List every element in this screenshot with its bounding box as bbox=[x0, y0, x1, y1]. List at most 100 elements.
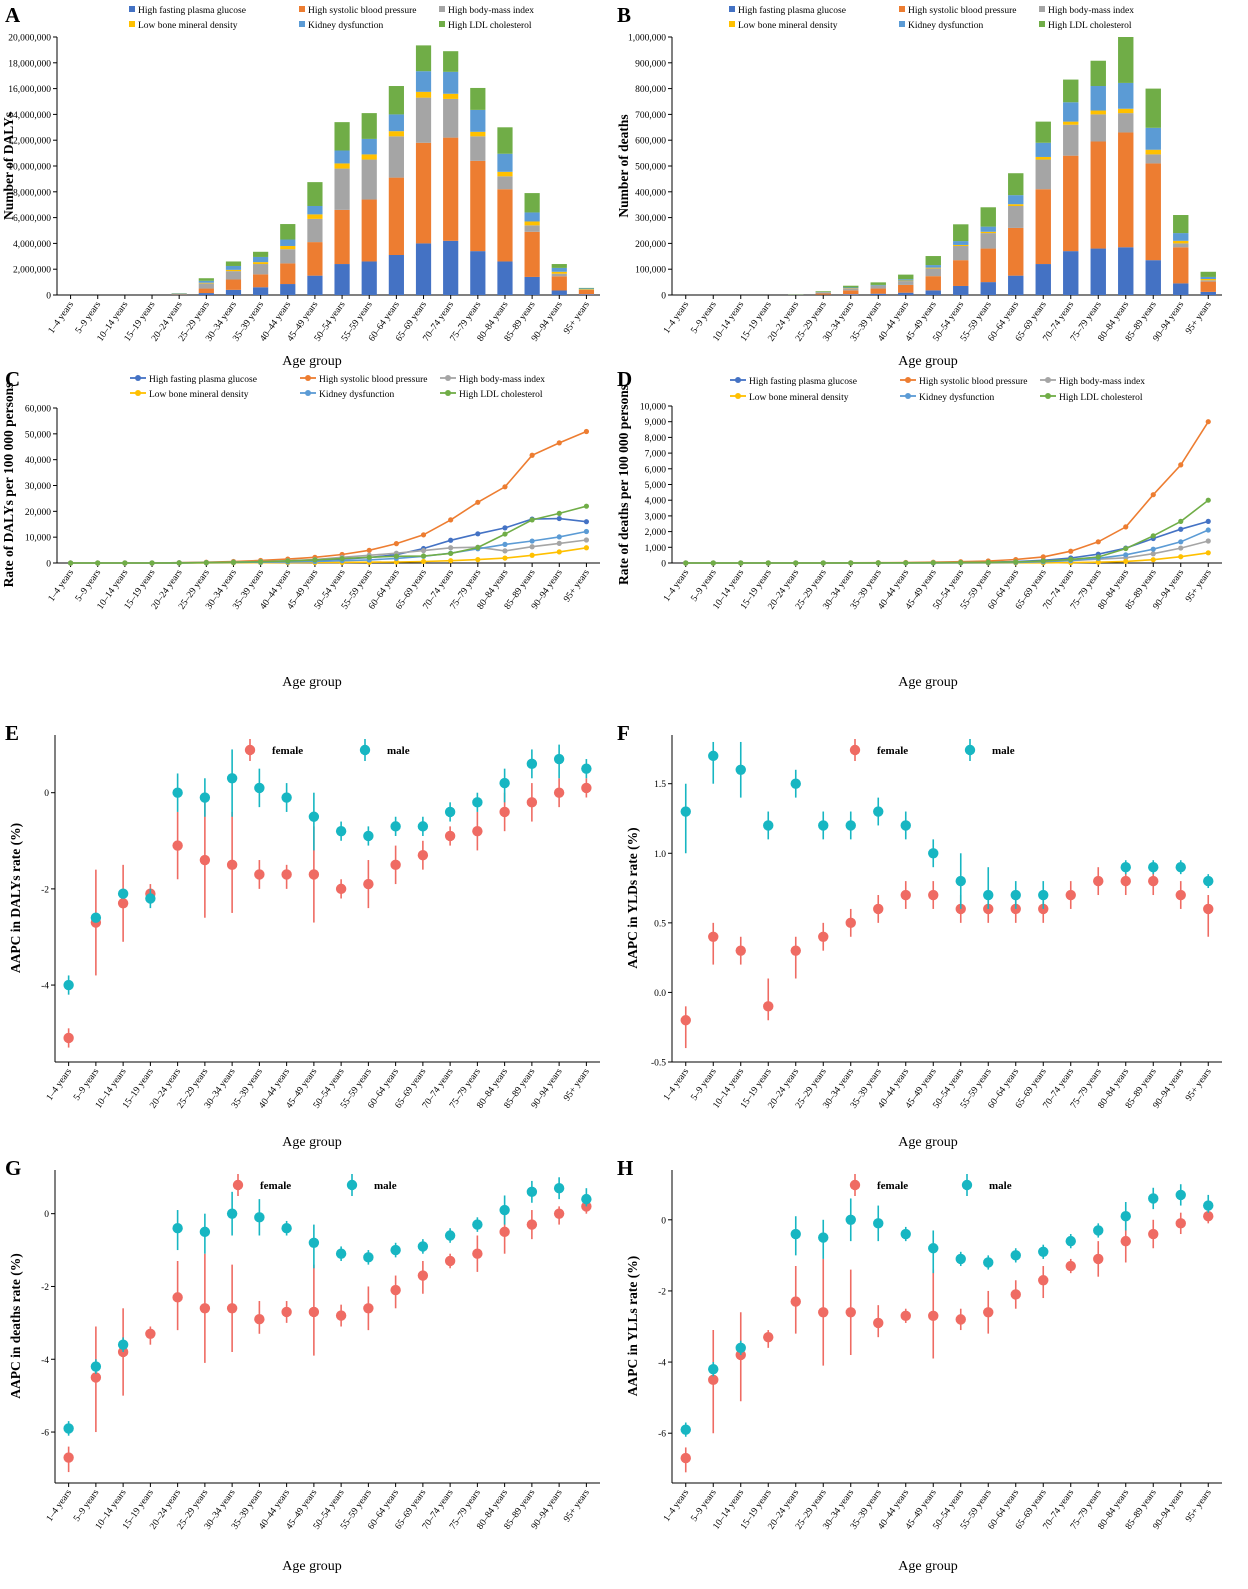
point-male-1-4-years bbox=[63, 979, 74, 991]
legend-item-male: male bbox=[346, 1174, 397, 1196]
point-low-bone-mineral-density-75-79-years bbox=[1095, 559, 1101, 565]
point-male-45-49-years bbox=[308, 1237, 320, 1248]
bar-kidney-dysfunction-30-34-years bbox=[843, 287, 859, 289]
point-low-bone-mineral-density-80-84-years bbox=[1123, 558, 1129, 565]
panel-a: 0 2,000,000 4,000,000 6,000,000 8,000,000 10,… bbox=[1, 3, 600, 369]
bar-high-body-mass-index-35-39-years bbox=[870, 285, 886, 289]
bar-high-ldl-cholesterol-25-29-years bbox=[198, 278, 214, 281]
point-male-80-84-years bbox=[499, 1204, 510, 1216]
panel-c: 0 10,000 20,000 30,000 40,000 50,000 60,000 1–4… bbox=[1, 367, 600, 690]
bar-high-ldl-cholesterol-40-44-years bbox=[280, 224, 296, 240]
point-high-ldl-cholesterol-10-14-years bbox=[122, 560, 128, 566]
x-axis-title: Age group bbox=[898, 675, 958, 690]
legend-marker bbox=[849, 744, 861, 756]
panel-letter: E bbox=[5, 721, 19, 745]
point-high-systolic-blood-pressure-80-84-years bbox=[1123, 524, 1129, 530]
point-female-95-years bbox=[1203, 1211, 1214, 1222]
point-kidney-dysfunction-95-years bbox=[1205, 527, 1211, 533]
legend-item-male: male bbox=[961, 1174, 1012, 1196]
legend-marker bbox=[735, 377, 741, 383]
point-male-45-49-years bbox=[928, 1243, 939, 1254]
legend-item-high-body-mass-index: High body-mass index bbox=[1039, 6, 1134, 16]
y-tick-label: 12,000,000 bbox=[8, 137, 51, 147]
bar-high-body-mass-index-70-74-years bbox=[443, 98, 459, 138]
legend-label: male bbox=[374, 1180, 397, 1192]
point-male-5-9-years bbox=[708, 1363, 719, 1375]
bars bbox=[788, 37, 1216, 295]
x-tick-label: 95+ years bbox=[562, 1488, 592, 1525]
bar-high-fasting-plasma-glucose-70-74-years bbox=[443, 240, 459, 295]
legend-marker bbox=[135, 390, 141, 396]
legend-item-female: female bbox=[244, 739, 303, 761]
point-female-45-49-years bbox=[308, 869, 320, 880]
bar-high-fasting-plasma-glucose-85-89-years bbox=[1145, 260, 1161, 295]
point-male-85-89-years bbox=[1148, 861, 1159, 873]
point-female-85-89-years bbox=[1148, 875, 1159, 887]
bar-high-ldl-cholesterol-70-74-years bbox=[1063, 79, 1079, 103]
bar-low-bone-mineral-density-50-54-years bbox=[334, 163, 350, 169]
point-male-10-14-years bbox=[117, 888, 129, 899]
bar-high-fasting-plasma-glucose-45-49-years bbox=[925, 290, 941, 295]
point-male-25-29-years bbox=[818, 820, 829, 831]
point-male-40-44-years bbox=[900, 1228, 911, 1240]
y-tick-label: -6 bbox=[658, 1430, 666, 1440]
bar-kidney-dysfunction-50-54-years bbox=[334, 150, 350, 164]
y-tick-label: 60,000 bbox=[25, 405, 51, 415]
legend-swatch bbox=[129, 21, 135, 27]
point-male-10-14-years bbox=[735, 1342, 746, 1354]
legend-marker bbox=[305, 390, 311, 396]
y-tick-label: 0 bbox=[661, 292, 666, 302]
x-axis-title: Age group bbox=[898, 354, 958, 369]
bar-high-body-mass-index-30-34-years bbox=[225, 271, 242, 280]
point-female-80-84-years bbox=[499, 1226, 510, 1238]
legend-label: High systolic blood pressure bbox=[319, 375, 427, 385]
point-high-systolic-blood-pressure-60-64-years bbox=[393, 541, 399, 547]
bar-kidney-dysfunction-90-94-years bbox=[551, 267, 567, 272]
bar-low-bone-mineral-density-85-89-years bbox=[1145, 149, 1161, 155]
point-male-40-44-years bbox=[281, 1223, 292, 1234]
legend-item-high-systolic-blood-pressure: High systolic blood pressure bbox=[899, 6, 1016, 16]
point-high-ldl-cholesterol-20-24-years bbox=[176, 560, 182, 566]
point-high-ldl-cholesterol-45-49-years bbox=[930, 560, 936, 566]
point-male-30-34-years bbox=[845, 1214, 856, 1225]
legend-swatch bbox=[899, 6, 905, 12]
series-high-systolic-blood-pressure bbox=[683, 419, 1211, 566]
bar-high-ldl-cholesterol-45-49-years bbox=[307, 182, 323, 206]
bar-kidney-dysfunction-50-54-years bbox=[953, 241, 969, 245]
point-female-1-4-years bbox=[63, 1452, 74, 1463]
bar-high-fasting-plasma-glucose-60-64-years bbox=[1008, 275, 1024, 295]
point-male-1-4-years bbox=[680, 1424, 691, 1435]
legend-label: male bbox=[992, 745, 1015, 757]
bar-high-systolic-blood-pressure-90-94-years bbox=[1173, 247, 1189, 284]
point-kidney-dysfunction-95-years bbox=[583, 528, 590, 535]
bar-low-bone-mineral-density-65-69-years bbox=[415, 91, 432, 98]
y-tick-label: 8,000 bbox=[645, 434, 667, 444]
bar-high-fasting-plasma-glucose-80-84-years bbox=[497, 261, 513, 295]
line-high-body-mass-index bbox=[685, 540, 1209, 564]
point-male-75-79-years bbox=[472, 1219, 483, 1230]
bar-high-ldl-cholesterol-70-74-years bbox=[443, 51, 459, 72]
bar-kidney-dysfunction-25-29-years bbox=[198, 280, 214, 283]
y-tick-label: 2,000,000 bbox=[13, 266, 51, 276]
point-female-30-34-years bbox=[845, 1307, 856, 1318]
y-tick-label: 10,000,000 bbox=[8, 163, 51, 173]
point-female-75-79-years bbox=[1093, 1253, 1104, 1265]
legend-marker bbox=[244, 744, 256, 756]
y-tick-label: 1.0 bbox=[654, 850, 666, 860]
point-male-90-94-years bbox=[1175, 1189, 1186, 1201]
x-tick-label: 1–4 years bbox=[47, 300, 76, 336]
point-high-ldl-cholesterol-90-94-years bbox=[556, 510, 562, 516]
point-female-1-4-years bbox=[63, 1032, 74, 1044]
y-tick-label: 0 bbox=[661, 560, 666, 570]
legend-label: High systolic blood pressure bbox=[308, 6, 416, 16]
point-high-ldl-cholesterol-1-4-years bbox=[683, 560, 689, 566]
bar-kidney-dysfunction-40-44-years bbox=[898, 279, 914, 281]
bar-high-ldl-cholesterol-30-34-years bbox=[225, 261, 242, 266]
point-high-systolic-blood-pressure-75-79-years bbox=[1095, 539, 1101, 545]
bar-low-bone-mineral-density-85-89-years bbox=[524, 221, 540, 226]
bar-high-body-mass-index-40-44-years bbox=[898, 281, 914, 285]
point-female-25-29-years bbox=[199, 1303, 211, 1314]
bar-high-fasting-plasma-glucose-30-34-years bbox=[843, 294, 859, 295]
point-male-85-89-years bbox=[526, 758, 538, 770]
